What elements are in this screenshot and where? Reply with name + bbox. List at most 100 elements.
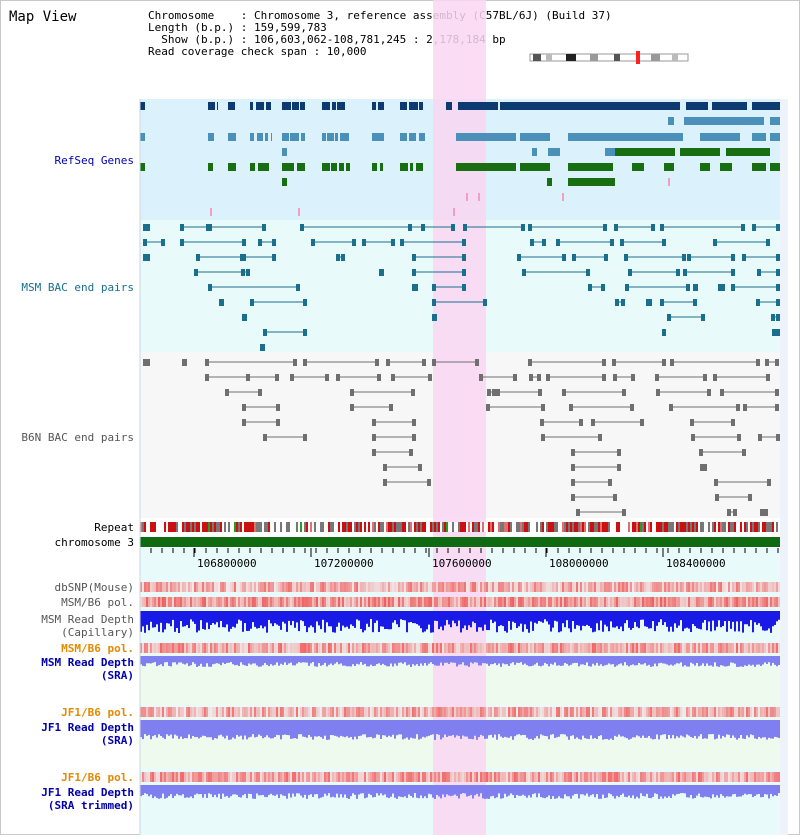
repeat-segment [228,522,230,532]
track-label-jf1-b6-pol-1[interactable]: JF1/B6 pol. [61,706,134,719]
polymorphism-cell [164,707,166,717]
read-depth-bar [308,611,310,628]
polymorphism-cell [714,707,716,717]
track-label-msm-depth-capillary[interactable]: MSM Read Depth [41,613,134,626]
polymorphism-cell [438,772,440,782]
read-depth-bar [742,720,744,739]
bac-end [400,239,404,246]
polymorphism-cell [664,772,666,782]
polymorphism-cell [438,643,440,653]
polymorphism-cell [396,582,398,592]
polymorphism-cell [298,597,300,607]
read-depth-bar [354,720,356,737]
read-depth-bar [766,611,768,631]
polymorphism-cell [322,772,324,782]
polymorphism-cell [606,707,608,717]
polymorphism-cell [296,643,298,653]
gene-feature [332,102,336,110]
track-label-msm-bac[interactable]: MSM BAC end pairs [21,281,134,294]
read-depth-bar [496,785,498,798]
gene-feature [456,133,516,141]
repeat-segment [454,522,456,532]
track-label-jf1-b6-pol-2[interactable]: JF1/B6 pol. [61,771,134,784]
gene-feature [340,133,349,141]
read-depth-bar [210,611,212,625]
polymorphism-cell [710,643,712,653]
bac-end [772,329,776,336]
polymorphism-cell [606,597,608,607]
read-depth-bar [426,720,428,737]
polymorphism-cell [504,582,506,592]
track-label-jf1-depth-sra[interactable]: JF1 Read Depth [41,721,134,734]
track-label-msm-depth-sra[interactable]: MSM Read Depth [41,656,134,669]
read-depth-bar [234,656,236,666]
bac-end [776,224,780,231]
read-depth-bar [450,611,452,628]
read-depth-bar [322,720,324,739]
read-depth-bar [364,611,366,631]
read-depth-bar [740,720,742,736]
polymorphism-cell [292,707,294,717]
track-label-msm-b6-pol-2[interactable]: MSM/B6 pol. [61,642,134,655]
polymorphism-cell [740,707,742,717]
read-depth-bar [140,785,142,797]
polymorphism-cell [336,772,338,782]
read-depth-bar [386,720,388,738]
read-depth-bar [544,656,546,663]
track-label-dbsnp[interactable]: dbSNP(Mouse) [54,581,134,594]
read-depth-bar [498,785,500,794]
polymorphism-cell [330,772,332,782]
polymorphism-cell [596,707,598,717]
read-depth-bar [484,656,486,664]
polymorphism-cell [698,772,700,782]
polymorphism-cell [594,597,596,607]
polymorphism-cell [328,582,330,592]
read-depth-bar [140,656,142,665]
track-label-b6n-bac[interactable]: B6N BAC end pairs [21,431,134,444]
read-depth-bar [772,611,774,627]
polymorphism-cell [646,582,648,592]
repeat-segment [302,522,304,532]
polymorphism-cell [646,772,648,782]
polymorphism-cell [478,643,480,653]
read-depth-bar [634,720,636,738]
polymorphism-cell [438,597,440,607]
polymorphism-cell [508,643,510,653]
polymorphism-cell [624,707,626,717]
read-depth-bar [618,656,620,665]
track-label-repeat[interactable]: Repeat [94,521,134,534]
read-depth-bar [252,785,254,799]
polymorphism-cell [460,772,462,782]
read-depth-bar [510,656,512,664]
read-depth-bar [706,611,708,631]
read-depth-bar [534,785,536,794]
read-depth-bar [662,611,664,626]
polymorphism-cell [636,597,638,607]
read-depth-bar [688,785,690,798]
track-label-refseq-genes[interactable]: RefSeq Genes [54,154,134,167]
polymorphism-cell [344,707,346,717]
read-depth-bar [330,720,332,735]
track-label-chromosome[interactable]: chromosome 3 [54,536,134,549]
polymorphism-cell [634,597,636,607]
gene-feature [327,133,334,141]
repeat-segment [444,522,446,532]
polymorphism-cell [584,597,586,607]
track-label-jf1-depth-trimmed[interactable]: JF1 Read Depth [41,786,134,799]
repeat-segment [602,522,604,532]
read-depth-bar [164,720,166,739]
read-depth-bar [338,656,340,665]
polymorphism-cell [202,643,204,653]
polymorphism-cell [378,597,380,607]
bac-end [662,239,666,246]
track-label-msm-b6-pol-1[interactable]: MSM/B6 pol. [61,596,134,609]
read-depth-bar [192,785,194,799]
bac-end [208,284,212,291]
read-depth-bar [256,656,258,666]
read-depth-bar [266,785,268,798]
read-depth-bar [370,656,372,665]
polymorphism-cell [482,707,484,717]
read-depth-bar [168,611,170,624]
read-depth-bar [730,720,732,739]
